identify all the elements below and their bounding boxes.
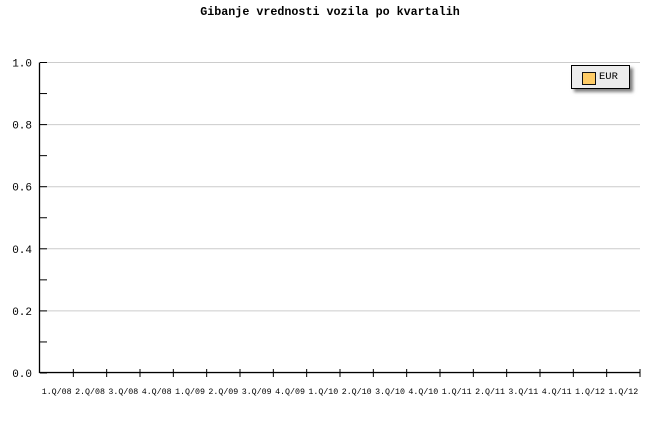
- svg-text:2.Q/11: 2.Q/11: [475, 387, 505, 397]
- svg-text:1.0: 1.0: [12, 59, 32, 71]
- svg-text:1.Q/12: 1.Q/12: [575, 387, 605, 397]
- svg-text:3.Q/09: 3.Q/09: [242, 387, 272, 397]
- svg-text:2.Q/08: 2.Q/08: [75, 387, 105, 397]
- svg-text:0.0: 0.0: [12, 369, 32, 381]
- svg-text:0.2: 0.2: [12, 307, 32, 319]
- svg-text:1.Q/12: 1.Q/12: [608, 387, 638, 397]
- svg-text:3.Q/10: 3.Q/10: [375, 387, 405, 397]
- svg-text:1.Q/10: 1.Q/10: [308, 387, 338, 397]
- svg-text:2.Q/09: 2.Q/09: [208, 387, 238, 397]
- svg-text:4.Q/10: 4.Q/10: [408, 387, 438, 397]
- svg-text:4.Q/08: 4.Q/08: [142, 387, 172, 397]
- svg-text:3.Q/11: 3.Q/11: [508, 387, 538, 397]
- svg-text:4.Q/09: 4.Q/09: [275, 387, 305, 397]
- svg-text:3.Q/08: 3.Q/08: [108, 387, 138, 397]
- svg-text:0.6: 0.6: [12, 183, 32, 195]
- svg-text:0.8: 0.8: [12, 121, 32, 133]
- svg-text:2.Q/10: 2.Q/10: [342, 387, 372, 397]
- svg-text:4.Q/11: 4.Q/11: [542, 387, 572, 397]
- svg-text:1.Q/08: 1.Q/08: [42, 387, 72, 397]
- svg-text:0.4: 0.4: [12, 245, 32, 257]
- svg-text:1.Q/09: 1.Q/09: [175, 387, 205, 397]
- svg-text:1.Q/11: 1.Q/11: [442, 387, 472, 397]
